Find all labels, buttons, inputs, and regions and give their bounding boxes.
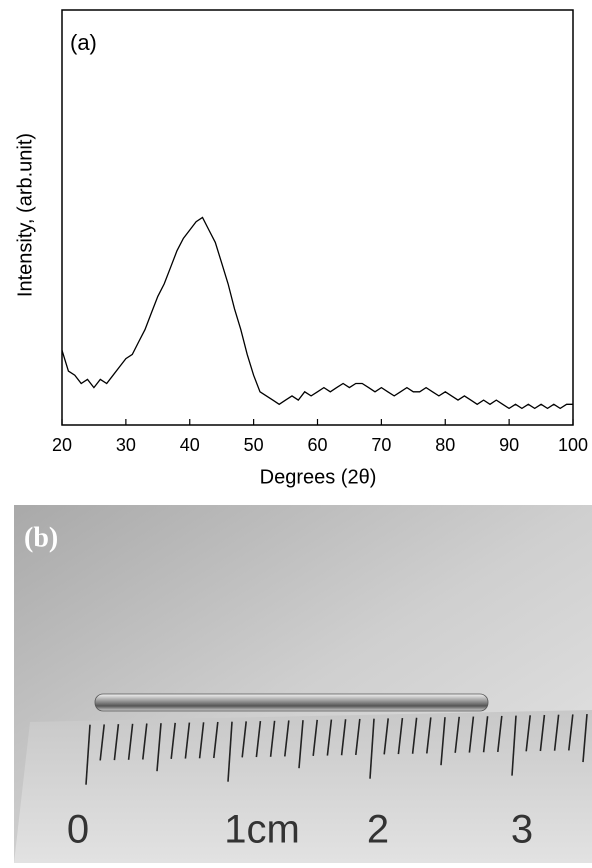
ruler-label: 1cm [224,808,300,852]
ruler-tick [497,715,503,753]
rod [94,693,489,712]
ruler-tick [85,724,91,785]
x-axis-label: Degrees (2θ) [260,466,377,488]
ruler-tick [369,718,375,779]
ruler-tick [241,721,247,758]
panel-label: (b) [24,522,58,553]
ruler-tick [284,720,290,757]
ruler-tick [326,719,333,756]
ruler-tick [440,717,446,766]
ruler-label: 2 [367,808,389,852]
ruler-tick [255,720,262,758]
ruler-tick [269,720,276,757]
x-tick-label: 50 [244,435,264,455]
ruler-tick [156,723,162,772]
ruler-tick [198,722,205,759]
ruler-tick [298,720,304,769]
ruler-tick [170,722,176,759]
ruler [14,710,592,863]
ruler-tick [142,723,148,760]
x-tick-label: 70 [371,435,391,455]
x-tick-label: 20 [52,435,72,455]
ruler-tick [99,724,105,761]
x-tick-label: 60 [307,435,327,455]
ruler-tick [383,718,389,755]
ruler-tick [468,716,475,753]
ruler-tick [113,724,120,761]
plot-frame [61,9,574,426]
ruler-tick [127,723,134,760]
ruler-tick [312,719,318,756]
ruler-tick [213,721,219,759]
ruler-tick [426,717,432,754]
ruler-tick [397,717,404,755]
ruler-tick [355,718,361,756]
ruler-tick [482,716,489,753]
ruler-tick [511,715,517,776]
x-tick-label: 90 [499,435,519,455]
ruler-label: 0 [67,808,89,852]
ruler-tick [525,715,531,752]
ruler-tick [184,722,191,759]
ruler-tick [582,714,588,763]
ruler-tick [411,717,418,754]
ruler-tick [568,714,574,751]
panel-label: (a) [70,30,97,55]
ruler-tick [227,721,233,782]
y-axis-label: Intensity, (arb.unit) [14,133,36,297]
ruler-tick [539,714,546,752]
photo: (b) [14,505,592,863]
x-tick-label: 40 [180,435,200,455]
xrd-line [61,216,573,410]
ruler-tick [553,714,560,751]
ruler-tick [454,716,460,753]
ruler-tick [340,719,347,756]
ruler-label: 3 [511,808,533,852]
x-tick-label: 100 [558,435,588,455]
x-tick-label: 30 [116,435,136,455]
x-tick-label: 80 [435,435,455,455]
